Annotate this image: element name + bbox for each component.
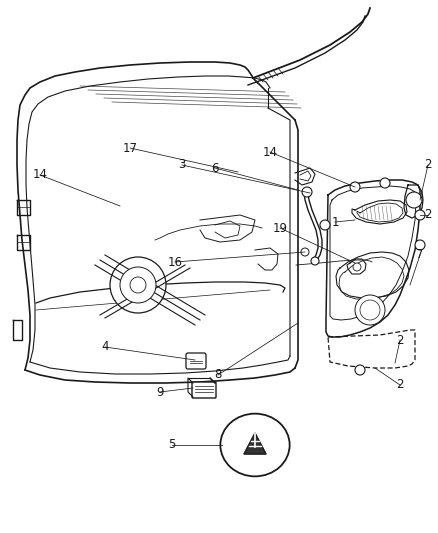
Circle shape — [120, 267, 156, 303]
Circle shape — [415, 210, 425, 220]
Circle shape — [406, 192, 422, 208]
Circle shape — [415, 240, 425, 250]
Circle shape — [311, 257, 319, 265]
Text: 19: 19 — [272, 222, 287, 235]
Circle shape — [355, 295, 385, 325]
Text: 3: 3 — [178, 158, 186, 172]
Circle shape — [130, 277, 146, 293]
Text: 1: 1 — [331, 215, 339, 229]
Text: 6: 6 — [211, 161, 219, 174]
Text: 5: 5 — [168, 439, 176, 451]
Circle shape — [320, 220, 330, 230]
Circle shape — [110, 257, 166, 313]
Circle shape — [360, 300, 380, 320]
FancyBboxPatch shape — [186, 353, 206, 369]
Text: 2: 2 — [424, 208, 432, 222]
Text: 16: 16 — [167, 255, 183, 269]
Circle shape — [355, 365, 365, 375]
Text: 2: 2 — [396, 334, 404, 346]
FancyBboxPatch shape — [192, 382, 216, 398]
Text: 2: 2 — [396, 378, 404, 392]
Text: 14: 14 — [32, 168, 47, 182]
Text: 4: 4 — [101, 341, 109, 353]
Text: 9: 9 — [156, 385, 164, 399]
Circle shape — [350, 182, 360, 192]
Circle shape — [301, 248, 309, 256]
Ellipse shape — [220, 414, 290, 477]
Circle shape — [302, 187, 312, 197]
Text: 7: 7 — [416, 248, 424, 262]
Text: 14: 14 — [262, 146, 278, 158]
Circle shape — [380, 178, 390, 188]
Text: 2: 2 — [424, 158, 432, 172]
Polygon shape — [244, 433, 266, 454]
Text: 17: 17 — [123, 141, 138, 155]
Text: 8: 8 — [214, 368, 222, 382]
Circle shape — [353, 263, 361, 271]
